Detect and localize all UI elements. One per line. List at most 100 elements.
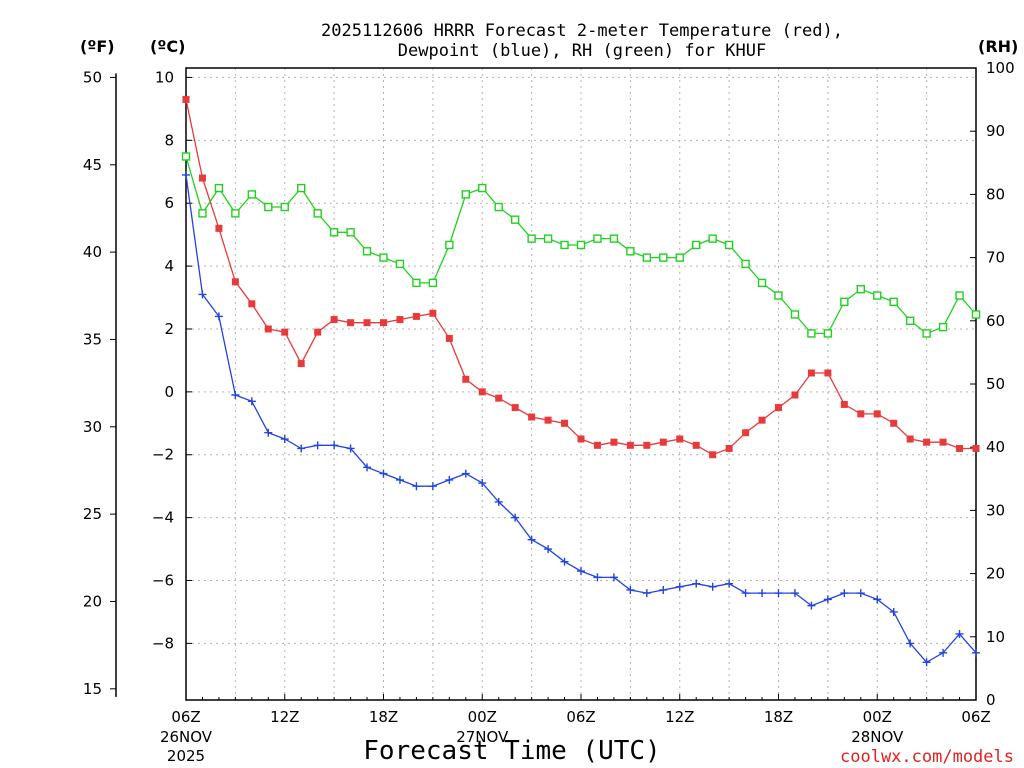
data-point <box>182 170 190 179</box>
data-point <box>593 441 601 449</box>
data-point <box>609 573 618 582</box>
series-dewpoint <box>182 170 980 667</box>
rh-tick-label: 100 <box>986 59 1015 77</box>
x-tick-label: 12Z <box>665 708 694 726</box>
data-point <box>297 360 305 368</box>
data-point <box>906 435 914 443</box>
data-point <box>609 234 619 243</box>
data-point <box>544 416 552 424</box>
date-label: 26NOV <box>160 728 213 746</box>
data-point <box>956 444 964 452</box>
celsius-tick-label: 4 <box>164 257 174 275</box>
data-point <box>823 595 832 604</box>
data-point <box>626 247 635 256</box>
x-tick-label: 00Z <box>863 708 892 726</box>
data-point <box>495 394 503 402</box>
data-point <box>445 334 453 342</box>
data-point <box>610 438 618 446</box>
data-point <box>478 183 487 193</box>
data-point <box>231 391 240 400</box>
data-point <box>791 391 799 399</box>
data-point <box>396 316 404 324</box>
series-relative-humidity <box>181 152 981 338</box>
data-point <box>445 475 454 484</box>
data-point <box>428 278 438 288</box>
fahrenheit-tick-label: 50 <box>83 68 102 86</box>
data-point <box>330 316 338 324</box>
title-line-2: Dewpoint (blue), RH (green) for KHUF <box>398 41 766 61</box>
data-point <box>939 438 947 446</box>
data-point <box>330 441 339 450</box>
data-point <box>972 648 980 657</box>
data-point <box>314 328 322 336</box>
rh-tick-label: 90 <box>986 122 1005 140</box>
data-point <box>890 419 898 427</box>
data-point <box>873 291 882 300</box>
data-point <box>264 202 273 212</box>
plot-series <box>181 95 981 667</box>
data-point <box>544 545 553 554</box>
data-point <box>363 319 371 327</box>
data-point <box>577 567 585 576</box>
rh-tick-label: 70 <box>986 249 1005 267</box>
data-point <box>264 428 273 437</box>
data-point <box>281 328 289 336</box>
data-point <box>823 329 833 338</box>
data-point <box>494 202 503 212</box>
data-point <box>346 444 355 453</box>
data-point <box>313 441 322 450</box>
data-point <box>280 435 289 444</box>
data-point <box>725 444 733 452</box>
celsius-tick-label: −8 <box>152 634 174 652</box>
data-point <box>363 463 372 472</box>
date-label: 27NOV <box>456 728 509 746</box>
data-point <box>775 404 782 412</box>
title-line-1: 2025112606 HRRR Forecast 2-meter Tempera… <box>321 21 843 41</box>
data-point <box>923 438 931 446</box>
chart-title: 2025112606 HRRR Forecast 2-meter Tempera… <box>321 21 843 61</box>
credit-label: coolwx.com/models <box>840 747 1014 767</box>
data-point <box>561 419 569 427</box>
rh-tick-label: 40 <box>986 438 1005 456</box>
data-point <box>724 240 734 250</box>
axes <box>110 67 977 701</box>
celsius-tick-label: −4 <box>152 509 174 527</box>
fahrenheit-tick-label: 45 <box>83 156 102 174</box>
data-point <box>560 240 569 250</box>
fahrenheit-unit-label: (ºF) <box>80 37 115 56</box>
data-point <box>708 582 717 591</box>
data-point <box>478 479 487 488</box>
data-point <box>856 589 865 598</box>
fahrenheit-tick-label: 40 <box>83 243 102 261</box>
data-point <box>708 234 717 243</box>
rh-tick-label: 20 <box>986 565 1005 583</box>
fahrenheit-tick-label: 15 <box>83 680 102 698</box>
data-point <box>659 253 668 262</box>
data-point <box>889 607 898 616</box>
data-point <box>412 312 420 320</box>
data-point <box>198 290 207 299</box>
data-point <box>510 215 520 224</box>
data-point <box>955 629 964 638</box>
data-point <box>889 297 898 307</box>
data-point <box>395 475 404 484</box>
rh-tick-label: 0 <box>986 691 996 709</box>
x-tick-label: 06Z <box>171 708 200 726</box>
data-point <box>412 278 421 288</box>
data-point <box>527 535 536 544</box>
data-point <box>725 579 734 588</box>
celsius-tick-label: 2 <box>164 320 174 338</box>
data-point <box>758 416 766 424</box>
data-point <box>445 240 454 250</box>
data-point <box>757 278 767 288</box>
data-point <box>214 183 224 193</box>
data-point <box>313 209 322 218</box>
data-point <box>347 319 355 327</box>
data-point <box>297 183 306 193</box>
data-point <box>790 589 799 598</box>
data-point <box>873 410 881 418</box>
data-point <box>856 285 865 294</box>
data-point <box>247 397 256 406</box>
data-point <box>709 451 717 459</box>
rh-tick-label: 30 <box>986 501 1005 519</box>
